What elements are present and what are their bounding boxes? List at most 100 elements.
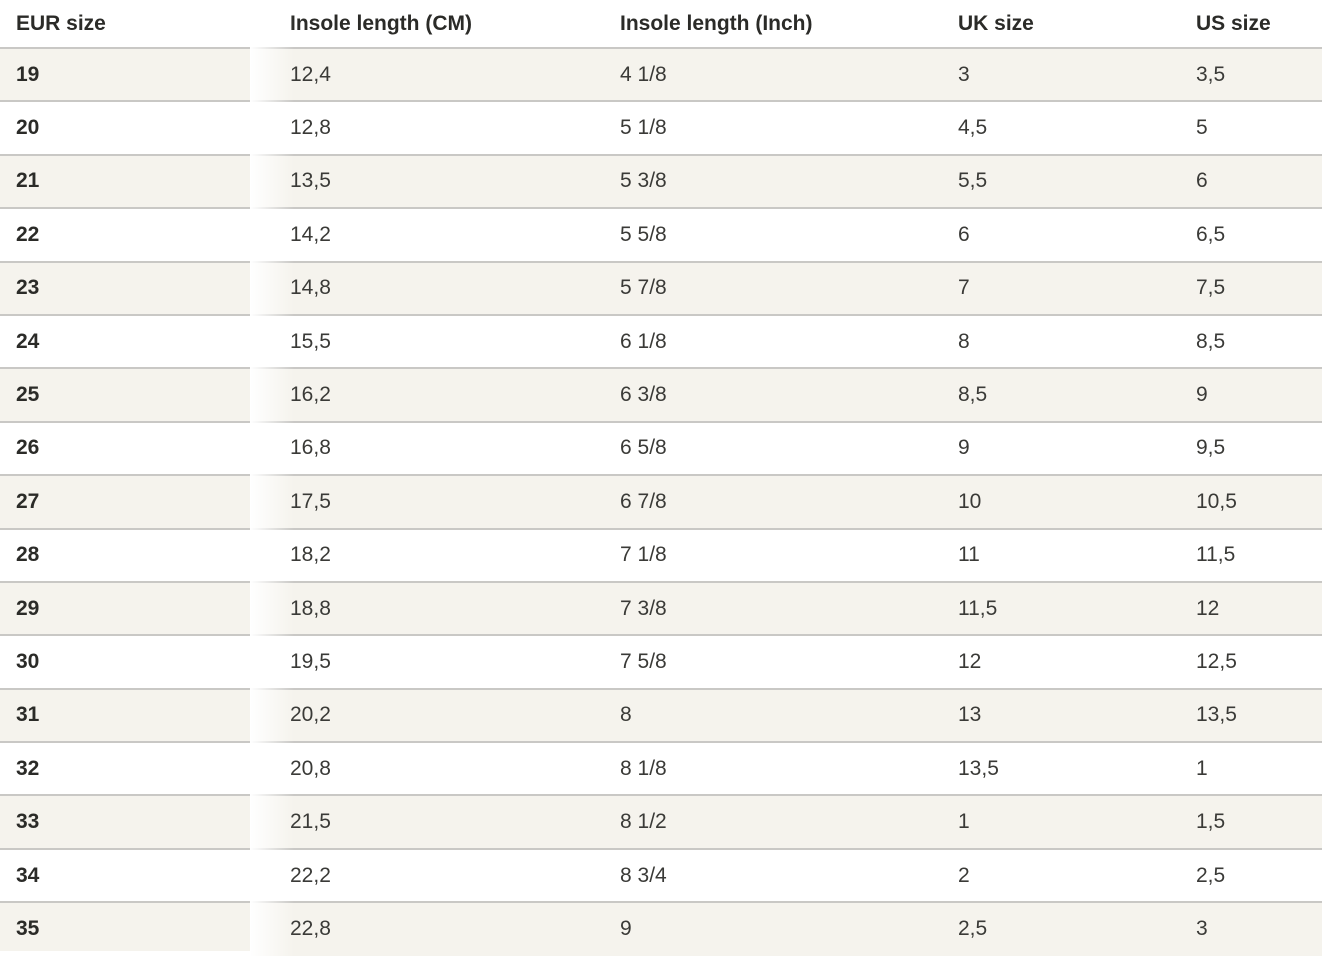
table-row-eur-31: 31 20,2 8 13 13,5 <box>0 687 1322 743</box>
cell-uk-size: 5,5 <box>942 153 1180 209</box>
cell-insole-length-inch: 9 <box>604 901 942 956</box>
cell-eur-size: 26 <box>0 420 274 476</box>
cell-us-size: 2,5 <box>1180 847 1322 903</box>
cell-us-size: 7,5 <box>1180 260 1322 315</box>
cell-uk-size: 4,5 <box>942 100 1180 155</box>
cell-insole-length-cm: 13,5 <box>274 153 604 209</box>
table-row-eur-23: 23 14,8 5 7/8 7 7,5 <box>0 260 1322 315</box>
cell-uk-size: 13,5 <box>942 741 1180 796</box>
cell-insole-length-inch: 7 1/8 <box>604 527 942 582</box>
cell-insole-length-cm: 14,2 <box>274 207 604 262</box>
cell-insole-length-inch: 6 7/8 <box>604 474 942 529</box>
column-header-insole-length-inch: Insole length (Inch) <box>604 0 942 49</box>
cell-uk-size: 8 <box>942 313 1180 369</box>
table-row-eur-28: 28 18,2 7 1/8 11 11,5 <box>0 527 1322 582</box>
cell-eur-size: 23 <box>0 260 274 315</box>
cell-eur-size: 32 <box>0 741 274 796</box>
cell-uk-size: 2,5 <box>942 901 1180 956</box>
table-row-eur-27: 27 17,5 6 7/8 10 10,5 <box>0 474 1322 529</box>
cell-insole-length-cm: 19,5 <box>274 634 604 689</box>
cell-eur-size: 33 <box>0 794 274 849</box>
cell-eur-size: 30 <box>0 634 274 689</box>
cell-uk-size: 3 <box>942 46 1180 102</box>
cell-insole-length-inch: 8 1/8 <box>604 741 942 796</box>
cell-eur-size: 25 <box>0 367 274 422</box>
cell-eur-size: 28 <box>0 527 274 582</box>
cell-insole-length-inch: 8 3/4 <box>604 847 942 903</box>
table-row-eur-22: 22 14,2 5 5/8 6 6,5 <box>0 207 1322 262</box>
cell-eur-size: 24 <box>0 313 274 369</box>
cell-uk-size: 6 <box>942 207 1180 262</box>
table-row-eur-32: 32 20,8 8 1/8 13,5 1 <box>0 741 1322 796</box>
cell-insole-length-inch: 5 3/8 <box>604 153 942 209</box>
cell-insole-length-inch: 5 1/8 <box>604 100 942 155</box>
cell-insole-length-inch: 7 3/8 <box>604 580 942 636</box>
sticky-column-bottom-gutter <box>0 951 250 956</box>
cell-insole-length-inch: 8 1/2 <box>604 794 942 849</box>
cell-insole-length-cm: 22,2 <box>274 847 604 903</box>
table-row-eur-33: 33 21,5 8 1/2 1 1,5 <box>0 794 1322 849</box>
cell-us-size: 6,5 <box>1180 207 1322 262</box>
cell-uk-size: 7 <box>942 260 1180 315</box>
cell-insole-length-cm: 14,8 <box>274 260 604 315</box>
table-row-eur-30: 30 19,5 7 5/8 12 12,5 <box>0 634 1322 689</box>
cell-insole-length-inch: 7 5/8 <box>604 634 942 689</box>
cell-insole-length-cm: 21,5 <box>274 794 604 849</box>
cell-eur-size: 34 <box>0 847 274 903</box>
table-row-eur-24: 24 15,5 6 1/8 8 8,5 <box>0 313 1322 369</box>
cell-insole-length-cm: 16,8 <box>274 420 604 476</box>
column-header-uk-size: UK size <box>942 0 1180 49</box>
cell-insole-length-cm: 20,2 <box>274 687 604 743</box>
cell-us-size: 6 <box>1180 153 1322 209</box>
cell-us-size: 3,5 <box>1180 46 1322 102</box>
cell-eur-size: 29 <box>0 580 274 636</box>
cell-insole-length-cm: 12,8 <box>274 100 604 155</box>
table-row-eur-21: 21 13,5 5 3/8 5,5 6 <box>0 153 1322 209</box>
table-body: 19 12,4 4 1/8 3 3,5 20 12,8 5 1/8 4,5 5 21 13,5 5 3/… <box>0 46 1322 956</box>
cell-us-size: 12 <box>1180 580 1322 636</box>
cell-us-size: 12,5 <box>1180 634 1322 689</box>
cell-eur-size: 22 <box>0 207 274 262</box>
cell-eur-size: 19 <box>0 46 274 102</box>
column-header-us-size: US size <box>1180 0 1322 49</box>
cell-us-size: 3 <box>1180 901 1322 956</box>
cell-insole-length-cm: 12,4 <box>274 46 604 102</box>
cell-insole-length-cm: 16,2 <box>274 367 604 422</box>
cell-uk-size: 10 <box>942 474 1180 529</box>
cell-us-size: 10,5 <box>1180 474 1322 529</box>
cell-us-size: 11,5 <box>1180 527 1322 582</box>
cell-insole-length-inch: 6 5/8 <box>604 420 942 476</box>
cell-us-size: 8,5 <box>1180 313 1322 369</box>
table-row-eur-20: 20 12,8 5 1/8 4,5 5 <box>0 100 1322 155</box>
cell-insole-length-cm: 15,5 <box>274 313 604 369</box>
cell-insole-length-inch: 5 5/8 <box>604 207 942 262</box>
cell-uk-size: 1 <box>942 794 1180 849</box>
header-row: EUR size Insole length (CM) Insole length … <box>0 0 1322 49</box>
cell-uk-size: 12 <box>942 634 1180 689</box>
cell-us-size: 5 <box>1180 100 1322 155</box>
cell-us-size: 1,5 <box>1180 794 1322 849</box>
cell-uk-size: 13 <box>942 687 1180 743</box>
table-row-eur-26: 26 16,8 6 5/8 9 9,5 <box>0 420 1322 476</box>
cell-insole-length-cm: 18,8 <box>274 580 604 636</box>
cell-us-size: 13,5 <box>1180 687 1322 743</box>
table-row-eur-29: 29 18,8 7 3/8 11,5 12 <box>0 580 1322 636</box>
table-row-eur-25: 25 16,2 6 3/8 8,5 9 <box>0 367 1322 422</box>
cell-uk-size: 9 <box>942 420 1180 476</box>
cell-eur-size: 20 <box>0 100 274 155</box>
cell-eur-size: 27 <box>0 474 274 529</box>
cell-us-size: 1 <box>1180 741 1322 796</box>
cell-uk-size: 11 <box>942 527 1180 582</box>
cell-insole-length-inch: 4 1/8 <box>604 46 942 102</box>
cell-insole-length-cm: 17,5 <box>274 474 604 529</box>
column-header-insole-length-cm: Insole length (CM) <box>274 0 604 49</box>
cell-uk-size: 2 <box>942 847 1180 903</box>
table-row-eur-19: 19 12,4 4 1/8 3 3,5 <box>0 46 1322 102</box>
cell-eur-size: 35 <box>0 901 274 956</box>
cell-eur-size: 21 <box>0 153 274 209</box>
cell-us-size: 9,5 <box>1180 420 1322 476</box>
table-row-eur-35: 35 22,8 9 2,5 3 <box>0 901 1322 956</box>
table-row-eur-34: 34 22,2 8 3/4 2 2,5 <box>0 847 1322 903</box>
cell-us-size: 9 <box>1180 367 1322 422</box>
